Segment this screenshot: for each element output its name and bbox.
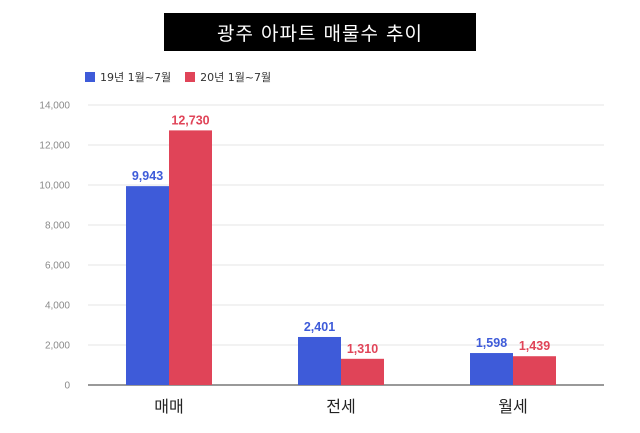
y-tick-label: 14,000 (39, 101, 70, 112)
x-category-label: 매매 (154, 397, 183, 416)
data-label: 2,401 (304, 320, 335, 334)
legend-swatch-2020 (185, 72, 196, 82)
legend-label-2019: 19년 1월~7월 (100, 71, 172, 84)
data-label: 1,439 (519, 339, 550, 353)
bar (341, 358, 384, 385)
legend-swatch-2019 (85, 72, 95, 82)
y-tick-label: 2,000 (45, 341, 70, 352)
y-tick-label: 0 (64, 381, 70, 392)
y-tick-label: 8,000 (45, 221, 70, 232)
data-label: 1,310 (347, 342, 378, 356)
data-label: 12,730 (171, 113, 209, 127)
legend-item-2019: 19년 1월~7월 (85, 69, 171, 85)
bar (169, 130, 212, 385)
y-tick-label: 6,000 (45, 261, 70, 272)
legend-label-2020: 20년 1월~7월 (200, 71, 272, 84)
legend-item-2020: 20년 1월~7월 (185, 69, 271, 85)
y-tick-label: 10,000 (39, 181, 70, 192)
y-tick-label: 12,000 (39, 141, 70, 152)
legend: 19년 1월~7월 20년 1월~7월 (85, 69, 285, 85)
bar (513, 356, 556, 385)
bar (298, 336, 341, 385)
y-tick-label: 4,000 (45, 301, 70, 312)
chart-title: 광주 아파트 매물수 추이 (164, 13, 476, 51)
bar (126, 186, 169, 385)
x-category-label: 전세 (326, 397, 355, 416)
bar (470, 353, 513, 385)
x-category-label: 월세 (498, 397, 527, 416)
data-label: 1,598 (476, 336, 507, 350)
data-label: 9,943 (132, 169, 163, 183)
